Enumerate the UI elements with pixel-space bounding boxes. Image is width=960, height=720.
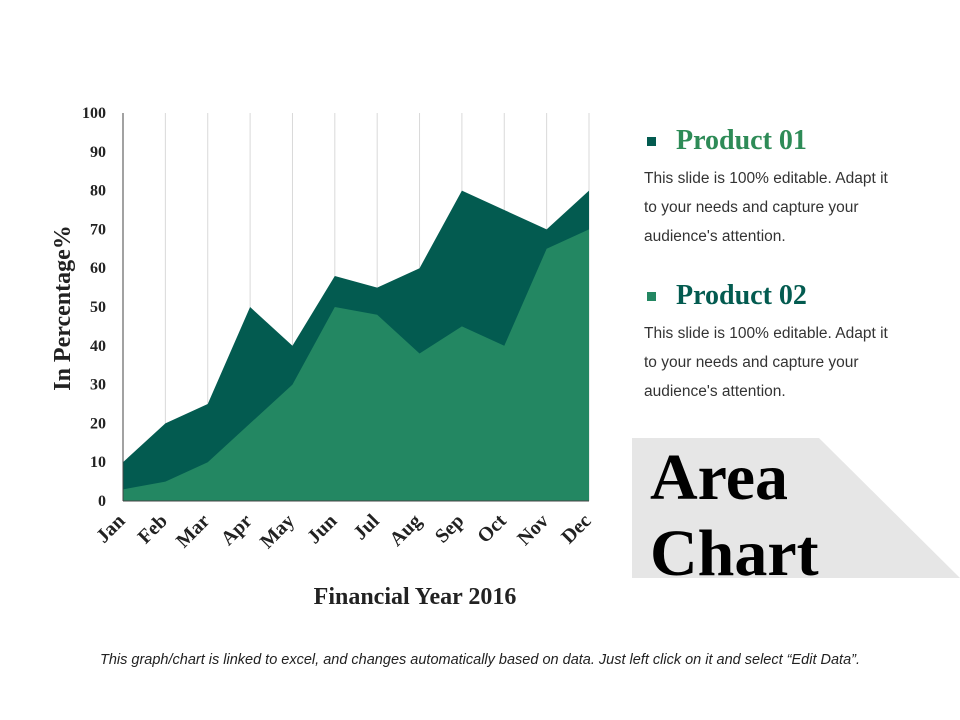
y-tick-60: 60 — [90, 260, 106, 277]
area-product-02 — [123, 229, 589, 501]
footer-note: This graph/chart is linked to excel, and… — [99, 652, 861, 668]
y-tick-10: 10 — [90, 454, 106, 471]
x-tick-mar: Mar — [172, 510, 214, 552]
y-axis-title: In Percentage% — [50, 225, 76, 391]
x-tick-aug: Aug — [385, 510, 426, 551]
legend-bullet-icon — [647, 136, 656, 146]
legend-description-product-02: This slide is 100% editable. Adapt it to… — [644, 325, 888, 400]
chart-axes — [122, 113, 589, 502]
legend-product-02: Product 02 This slide is 100% editable. … — [644, 279, 904, 406]
x-tick-feb: Feb — [134, 510, 172, 548]
y-tick-0: 0 — [98, 493, 106, 510]
legend-product-01: Product 01 This slide is 100% editable. … — [644, 124, 904, 251]
title-line-2: Chart — [650, 517, 819, 590]
x-axis-title: Financial Year 2016 — [314, 584, 517, 610]
x-tick-apr: Apr — [217, 510, 257, 550]
x-tick-dec: Dec — [557, 510, 595, 548]
y-tick-30: 30 — [90, 377, 106, 394]
legend-description-product-01: This slide is 100% editable. Adapt it to… — [644, 170, 888, 245]
y-tick-80: 80 — [90, 183, 106, 200]
legend-title-product-01: Product 01 — [676, 125, 807, 156]
legend-bullet-icon — [647, 291, 656, 301]
title-line-1: Area — [650, 441, 789, 514]
x-tick-jan: Jan — [92, 510, 130, 548]
x-tick-jul: Jul — [349, 510, 384, 545]
x-tick-sep: Sep — [431, 510, 469, 548]
y-axis-ticks: 0 10 20 30 40 50 60 70 80 90 100 — [82, 105, 106, 510]
y-tick-20: 20 — [90, 415, 106, 432]
x-tick-oct: Oct — [473, 510, 511, 548]
x-tick-nov: Nov — [513, 510, 553, 550]
y-tick-70: 70 — [90, 221, 106, 238]
y-tick-50: 50 — [90, 299, 106, 316]
x-tick-jun: Jun — [303, 510, 341, 548]
chart-areas — [123, 190, 589, 501]
x-axis-ticks: Jan Feb Mar Apr May Jun Jul Aug Sep Oct Nov Dec — [92, 510, 596, 553]
legend-title-product-02: Product 02 — [676, 280, 807, 311]
x-tick-may: May — [256, 510, 299, 553]
y-tick-90: 90 — [90, 144, 106, 161]
y-tick-40: 40 — [90, 338, 106, 355]
y-tick-100: 100 — [82, 105, 106, 122]
